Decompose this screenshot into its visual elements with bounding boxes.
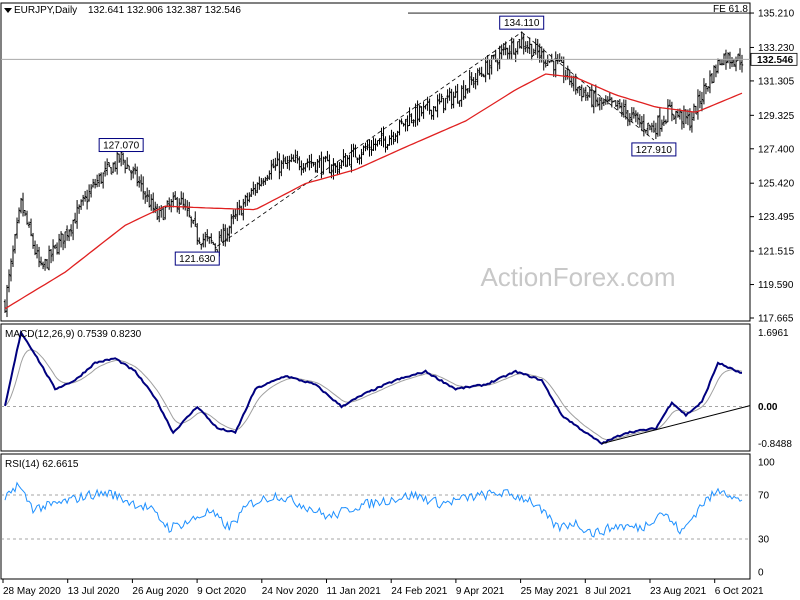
swing-label-text: 121.630 xyxy=(179,254,216,265)
last-price-label: 132.546 xyxy=(757,55,794,66)
rsi-tick-label: 70 xyxy=(758,491,770,502)
time-axis: 28 May 2020 13 Jul 2020 26 Aug 2020 9 Oct 2… xyxy=(2,579,764,597)
time-tick-label: 9 Apr 2021 xyxy=(456,586,505,597)
swing-label-text: 127.910 xyxy=(636,145,673,156)
rsi-path xyxy=(4,481,743,538)
price-tick-label: 127.400 xyxy=(758,144,795,155)
price-axis: 135.210 133.230 131.305 129.325 127.400 125.4… xyxy=(750,9,798,325)
dashed-projection-line xyxy=(217,31,522,247)
fe-indicator-label: FE 61.8 xyxy=(713,4,748,15)
macd-trendline xyxy=(601,405,751,445)
time-tick-label: 6 Oct 2021 xyxy=(715,586,764,597)
time-tick-label: 23 Aug 2021 xyxy=(650,586,707,597)
macd-tick-label: 0.00 xyxy=(758,402,778,413)
swing-label-text: 134.110 xyxy=(504,18,540,29)
macd-tick-label: -0.8488 xyxy=(758,439,792,450)
price-tick-label: 117.665 xyxy=(758,314,794,325)
macd-path xyxy=(4,329,743,446)
rsi-line xyxy=(4,481,743,538)
rsi-tick-label: 30 xyxy=(758,535,770,546)
rsi-panel: RSI(14) 62.6615 xyxy=(0,453,751,580)
price-panel: ActionForex.com 127.070121.630134.110127… xyxy=(0,2,751,322)
rsi-tick-label: 0 xyxy=(758,568,764,579)
swing-label-box xyxy=(98,138,144,153)
price-tick-label: 121.515 xyxy=(758,247,795,258)
time-tick-label: 8 Jul 2021 xyxy=(585,586,632,597)
time-tick-label: 24 Nov 2020 xyxy=(262,586,319,597)
swing-label-box xyxy=(174,251,220,266)
price-tick-label: 135.210 xyxy=(758,9,795,20)
watermark: ActionForex.com xyxy=(480,262,675,292)
price-tick-label: 119.590 xyxy=(758,280,794,291)
swing-labels: 127.070 121.630 134.110 127.910 xyxy=(98,15,677,266)
price-tick-label: 129.325 xyxy=(758,111,795,122)
time-tick-label: 25 May 2021 xyxy=(521,586,579,597)
rsi-axis: 100 70 30 0 xyxy=(758,458,775,579)
rsi-panel-frame xyxy=(0,453,751,580)
macd-signal-path xyxy=(4,349,743,441)
macd-axis: 1.6961 0.00 -0.8488 xyxy=(758,328,792,450)
time-tick-label: 28 May 2020 xyxy=(3,586,61,597)
swing-label-box xyxy=(499,15,545,30)
rsi-level-lines xyxy=(1,494,750,540)
dropdown-triangle-icon[interactable] xyxy=(4,8,12,13)
time-tick-label: 11 Jan 2021 xyxy=(327,586,382,597)
moving-average-line xyxy=(4,73,743,310)
ohlc-values: 132.641 132.906 132.387 132.546 xyxy=(88,5,241,16)
sma-path xyxy=(4,73,743,310)
last-price-box xyxy=(750,52,798,66)
macd-line xyxy=(4,329,743,446)
macd-signal-line xyxy=(4,349,743,441)
price-tick-label: 133.230 xyxy=(758,43,795,54)
price-tick-label: 125.420 xyxy=(758,179,795,190)
symbol-title: EURJPY,Daily xyxy=(14,5,77,16)
macd-panel-frame xyxy=(0,323,751,452)
time-tick-label: 13 Jul 2020 xyxy=(68,586,120,597)
rsi-title: RSI(14) 62.6615 xyxy=(5,459,79,470)
time-tick-label: 26 Aug 2020 xyxy=(132,586,189,597)
swing-label-box xyxy=(631,142,677,157)
rsi-tick-label: 100 xyxy=(758,458,775,469)
price-tick-label: 131.305 xyxy=(758,76,795,87)
time-tick-label: 9 Oct 2020 xyxy=(197,586,246,597)
candles xyxy=(3,31,744,318)
swing-label-text: 127.070 xyxy=(103,141,140,152)
price-panel-frame xyxy=(0,2,751,322)
macd-panel: MACD(12,26,9) 0.7539 0.8230 xyxy=(0,323,751,452)
macd-trendline xyxy=(601,405,751,445)
time-tick-label: 24 Feb 2021 xyxy=(391,586,448,597)
macd-title: MACD(12,26,9) 0.7539 0.8230 xyxy=(5,329,142,340)
price-tick-label: 123.495 xyxy=(758,212,795,223)
macd-tick-label: 1.6961 xyxy=(758,328,789,339)
